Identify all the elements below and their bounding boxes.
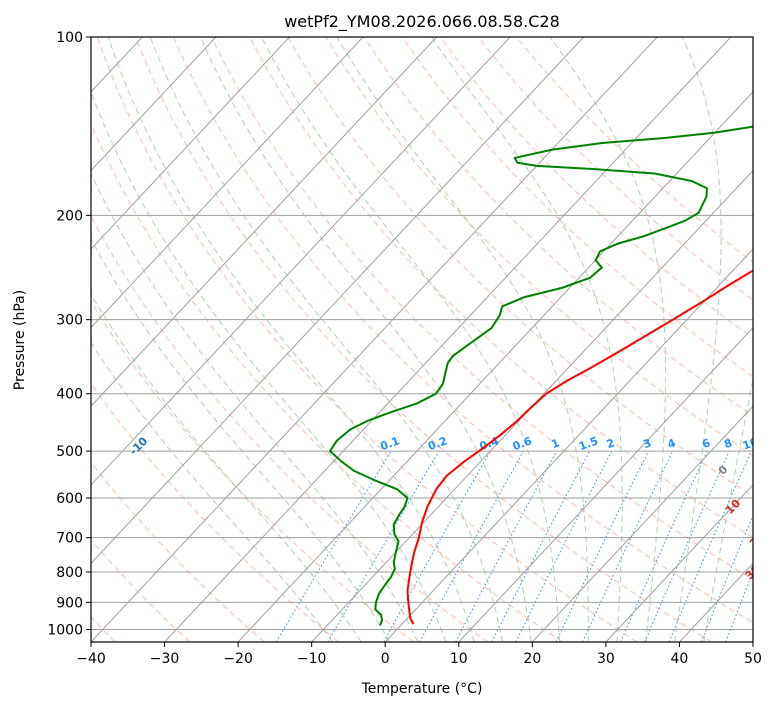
plot-background — [91, 37, 753, 642]
x-axis-ticks: −40 −30 −20 −10 0 10 20 30 40 50 — [76, 642, 762, 667]
pressure-gridlines — [91, 37, 753, 630]
dry-adiabat-line — [91, 122, 563, 642]
isotherm-line — [91, 37, 290, 250]
moist-adiabat-lines — [91, 37, 753, 642]
isotherm-line — [164, 37, 732, 642]
moist-adiabat-line — [91, 238, 390, 642]
isotherm-line — [384, 248, 753, 642]
x-tick-label: 0 — [381, 651, 390, 667]
isotherm-line — [0, 37, 69, 642]
dry-adiabat-line — [401, 37, 753, 378]
moist-adiabat-line — [703, 376, 753, 642]
temperature-profile-line — [406, 269, 753, 625]
moist-adiabat-line — [149, 37, 504, 642]
dry-adiabat-line — [96, 37, 638, 642]
dry-adiabat-line — [516, 37, 753, 263]
isotherm-line — [91, 37, 364, 329]
x-tick-label: 50 — [744, 651, 762, 667]
isotherm-line — [752, 641, 753, 642]
x-tick-label: −10 — [297, 651, 327, 667]
y-axis-ticks: 100 200 300 400 500 600 700 800 900 1000 — [47, 30, 91, 638]
moist-adiabat-line — [91, 172, 419, 642]
dry-adiabat-line — [211, 37, 753, 581]
x-tick-label: −40 — [76, 651, 106, 667]
isotherm-line — [91, 37, 585, 565]
x-tick-label: −30 — [150, 651, 180, 667]
moist-adiabat-line — [91, 90, 447, 642]
mixing-ratio-label: 13 — [770, 435, 775, 452]
dry-adiabat-line — [91, 215, 489, 642]
dry-adiabat-label: -20 — [44, 402, 67, 425]
mixing-ratio-label: 0.6 — [511, 434, 534, 453]
isotherm-line — [605, 484, 753, 642]
chart-title: wetPf2_YM08.2026.066.08.58.C28 — [284, 12, 560, 32]
isotherm-line — [237, 91, 753, 642]
mixing-ratio-label: 0.2 — [426, 434, 449, 453]
y-axis-label: Pressure (hPa) — [12, 290, 28, 390]
dry-adiabat-line — [325, 37, 753, 457]
x-tick-label: 30 — [597, 651, 615, 667]
y-tick-label: 700 — [56, 531, 83, 547]
dry-adiabat-line — [134, 37, 713, 642]
moist-adiabat-line — [91, 341, 334, 642]
mixing-ratio-label: 10 — [741, 435, 760, 453]
isotherm-line — [91, 37, 658, 642]
isotherm-line — [91, 37, 511, 486]
isotherm-line — [311, 169, 753, 642]
y-tick-label: 200 — [56, 208, 83, 224]
mixing-ratio-label: 8 — [722, 436, 734, 451]
profile-series — [329, 125, 753, 626]
dry-adiabat-lines — [91, 37, 753, 642]
y-tick-label: 800 — [56, 565, 83, 581]
dewpoint-profile-line — [329, 125, 753, 626]
dry-adiabat-line — [249, 37, 753, 539]
moist-adiabat-line — [549, 37, 667, 642]
mixing-ratio-line — [754, 451, 775, 642]
mixing-ratio-label: 3 — [641, 436, 653, 451]
dry-adiabat-line — [91, 382, 340, 642]
isotherm-line — [91, 37, 437, 407]
plot-frame — [90, 36, 754, 643]
moist-adiabat-line — [107, 37, 475, 642]
moist-adiabat-line — [431, 37, 623, 642]
moist-adiabat-line — [200, 37, 532, 642]
dry-adiabat-line — [91, 539, 191, 642]
x-tick-label: 20 — [523, 651, 541, 667]
y-tick-label: 600 — [56, 491, 83, 507]
mixing-ratio-label: 6 — [700, 436, 712, 451]
moist-adiabat-label: 30 — [743, 562, 763, 582]
dry-adiabat-line — [287, 37, 753, 497]
moist-adiabat-label: 20 — [747, 530, 767, 550]
y-tick-label: 400 — [56, 387, 83, 403]
x-axis-label: Temperature (°C) — [361, 681, 483, 697]
isotherm-lines — [0, 37, 753, 642]
moist-adiabat-line — [336, 37, 589, 642]
mixing-ratio-label: 4 — [666, 436, 678, 451]
x-tick-label: 40 — [671, 651, 689, 667]
moist-adiabat-line — [674, 37, 722, 642]
y-tick-label: 100 — [56, 30, 83, 46]
moist-adiabat-label: 40 — [756, 591, 775, 611]
dry-adiabat-line — [173, 37, 753, 624]
moist-adiabat-line — [91, 293, 362, 642]
y-tick-label: 300 — [56, 313, 83, 329]
dry-adiabat-line — [363, 37, 753, 417]
y-tick-label: 1000 — [47, 622, 83, 638]
isotherm-line — [458, 326, 753, 642]
isotherm-line — [531, 405, 753, 642]
x-tick-label: −20 — [223, 651, 253, 667]
mixing-ratio-label: 0.1 — [378, 434, 401, 453]
isotherm-line — [91, 37, 217, 172]
y-tick-label: 900 — [56, 595, 83, 611]
x-tick-label: 10 — [450, 651, 468, 667]
mixing-ratio-label: 2 — [605, 436, 617, 451]
y-tick-label: 500 — [56, 444, 83, 460]
mixing-ratio-label: 1 — [550, 436, 562, 451]
mixing-ratio-label: 1.5 — [577, 434, 600, 453]
